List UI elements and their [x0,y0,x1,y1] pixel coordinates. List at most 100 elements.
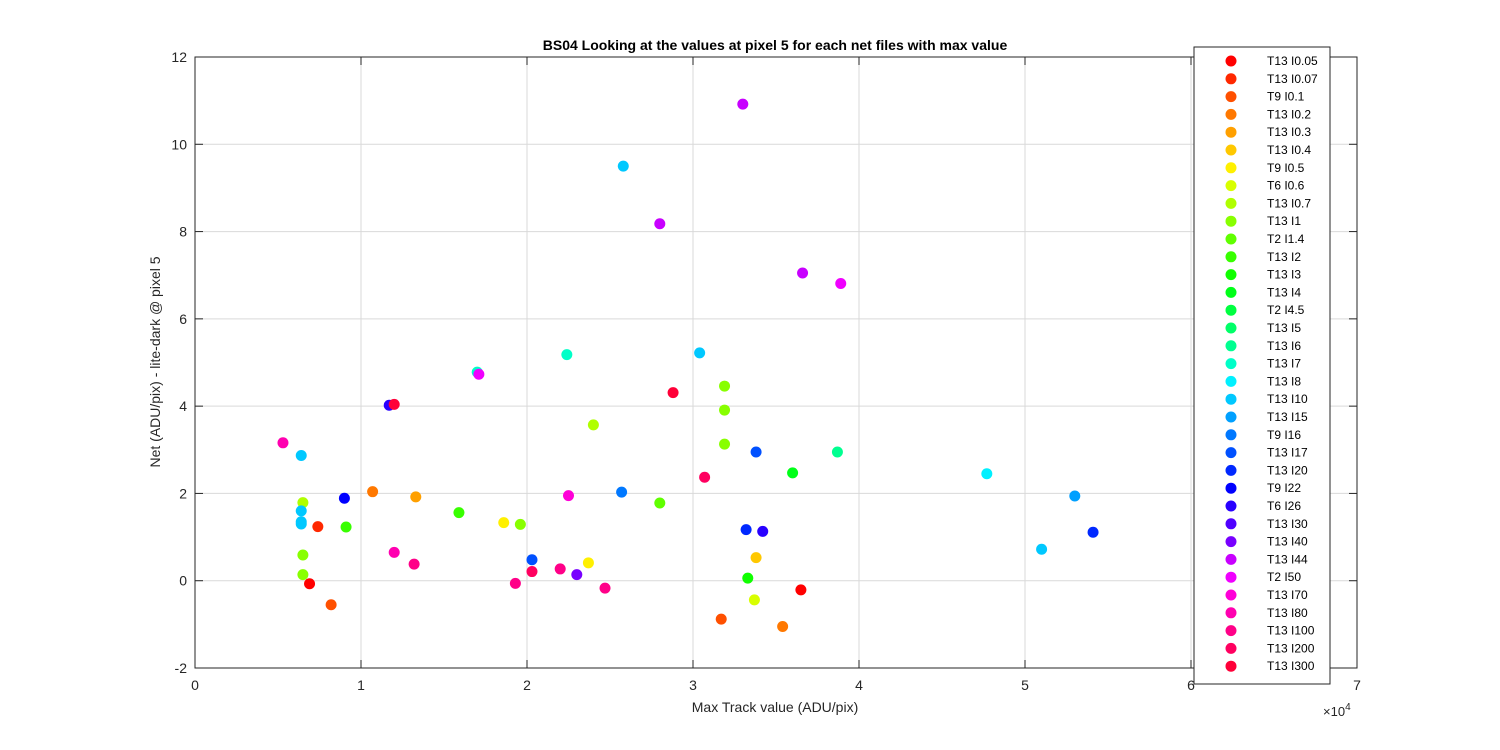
legend-marker [1225,180,1237,192]
data-point [748,594,760,606]
legend-box [1193,46,1331,685]
y-tick-label: 12 [171,49,187,65]
data-point [981,468,993,480]
legend-marker [1225,251,1237,263]
legend-entry-label: T13 I1 [1267,214,1301,228]
legend-entry-label: T9 I0.1 [1267,90,1305,104]
legend-marker [1225,73,1237,85]
y-tick-label: 2 [179,485,187,501]
legend-marker [1225,162,1237,174]
x-axis-multiplier-exponent: 4 [1345,702,1351,713]
legend-marker [1225,553,1237,565]
x-axis-label: Max Track value (ADU/pix) [692,699,858,715]
legend: T13 I0.05 T13 I0.07 T9 I0.1 T13 I0.2 T13 I0.… [1193,46,1331,685]
data-point [740,524,752,536]
legend-entry-label: T13 I0.05 [1267,54,1318,68]
legend-entry-label: T2 I50 [1267,570,1301,584]
data-point [715,613,727,625]
data-point [797,267,809,279]
plot-area [195,57,1357,668]
data-point [297,569,309,581]
legend-entry-label: T13 I30 [1267,517,1308,531]
data-point [367,486,379,498]
y-axis-ticks: -2 0 2 4 6 8 10 12 [171,49,1357,676]
legend-entry-label: T13 I6 [1267,339,1301,353]
data-point [1087,526,1099,538]
legend-marker [1225,108,1237,120]
data-point [297,497,309,509]
data-point [498,517,510,529]
axes-frame [194,56,1358,669]
legend-marker [1225,660,1237,672]
data-point [694,347,706,359]
data-point [297,549,309,561]
data-point [514,518,526,530]
data-point [757,525,769,537]
x-tick-label: 6 [1187,677,1195,693]
legend-marker [1225,358,1237,370]
y-tick-label: 0 [179,573,187,589]
plot-background [195,57,1357,668]
data-point [831,446,843,458]
legend-entry-label: T13 I3 [1267,268,1301,282]
data-point [295,518,307,530]
legend-entry-label: T13 I80 [1267,606,1308,620]
legend-entry-label: T9 I22 [1267,481,1301,495]
data-point [563,490,574,502]
data-point [835,278,847,290]
data-point [795,584,807,596]
data-point [408,558,420,570]
legend-marker [1225,642,1237,654]
legend-entry-label: T13 I100 [1267,624,1315,638]
legend-entry-label: T2 I4.5 [1267,303,1305,317]
data-point [719,438,731,450]
legend-entry-label: T6 I0.6 [1267,179,1305,193]
x-axis-ticks: 0 1 2 3 4 5 6 7 [191,57,1361,693]
legend-marker [1225,571,1237,583]
legend-entry-label: T13 I0.4 [1267,143,1311,157]
data-point [388,546,400,558]
legend-entry-label: T13 I300 [1267,659,1315,673]
x-axis-multiplier-base: ×10 [1323,704,1345,719]
data-points [277,98,1099,633]
data-point [750,446,762,458]
legend-marker [1225,340,1237,352]
legend-entry-label: T13 I0.7 [1267,196,1311,210]
data-point [473,368,485,380]
legend-marker [1225,536,1237,548]
legend-entry-label: T13 I40 [1267,535,1308,549]
y-tick-label: 4 [179,398,187,414]
data-point [599,582,611,594]
legend-entry-label: T13 I0.07 [1267,72,1318,86]
data-point [582,557,594,569]
legend-entry-label: T2 I1.4 [1267,232,1305,246]
legend-entry-label: T13 I0.3 [1267,125,1311,139]
x-axis-multiplier: ×104 [1323,702,1351,719]
data-point [312,521,324,533]
legend-marker [1225,482,1237,494]
data-point [277,437,289,449]
x-tick-label: 5 [1021,677,1029,693]
x-tick-label: 3 [689,677,697,693]
legend-marker [1225,233,1237,245]
data-point [526,566,538,578]
data-point [587,419,599,431]
data-point [509,577,521,589]
y-tick-label: 8 [179,224,187,240]
legend-marker [1225,411,1237,423]
legend-marker [1225,91,1237,103]
y-tick-label: 6 [179,311,187,327]
x-tick-label: 0 [191,677,199,693]
data-point [616,486,628,498]
legend-entry-label: T13 I17 [1267,446,1308,460]
data-point [617,160,629,172]
legend-entry-label: T13 I8 [1267,374,1301,388]
legend-entry-label: T13 I44 [1267,552,1308,566]
data-point [737,98,749,110]
data-point [719,404,731,416]
legend-entry-label: T13 I20 [1267,463,1308,477]
data-point [340,521,352,533]
legend-marker [1225,625,1237,637]
legend-marker [1225,197,1237,209]
